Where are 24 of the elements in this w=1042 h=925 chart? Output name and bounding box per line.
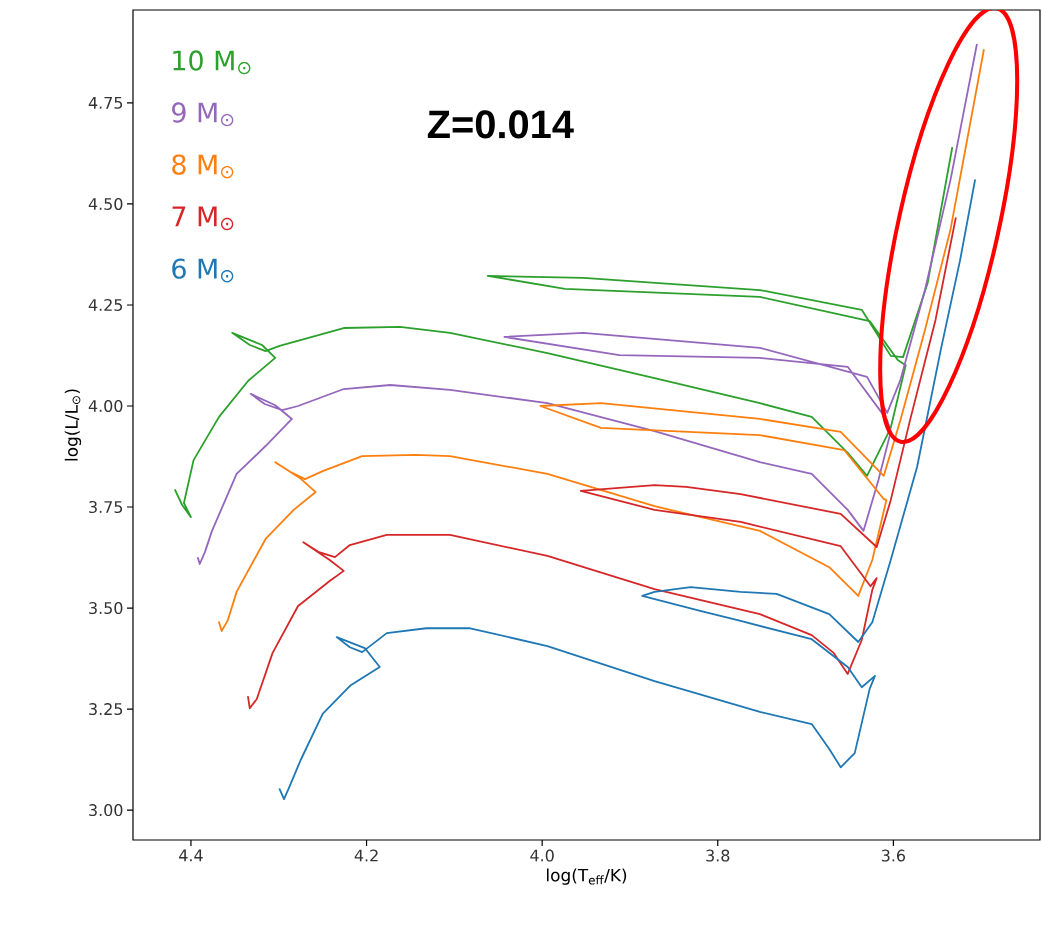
x-tick-label: 3.6 — [881, 849, 906, 862]
y-tick-label: 4.75 — [88, 97, 123, 109]
text: Z=0.014 — [427, 110, 574, 139]
text: 6 M$_{⊙}$ — [172, 258, 234, 283]
y-axis-title: log(L/L$_{⊙}$) — [64, 389, 82, 461]
line-series — [247, 217, 957, 710]
text: 7 M$_{⊙}$ — [172, 206, 234, 231]
y-tick-label: 3.00 — [89, 804, 123, 817]
x-tick-label: 3.8 — [706, 849, 730, 862]
text: 10 M$_{⊙}$ — [173, 50, 251, 75]
y-tick-label: 3.75 — [89, 501, 123, 514]
x-tick-label: 4.4 — [179, 849, 203, 862]
y-tick-label: 4.00 — [88, 399, 123, 413]
x-tick-label: 4.0 — [530, 849, 554, 862]
y-tick-label: 3.25 — [89, 703, 123, 716]
y-tick-label: 4.25 — [88, 298, 123, 311]
y-tick-label: 4.50 — [88, 197, 123, 210]
x-axis-title: log(T$_{eff}$/K) — [547, 868, 627, 885]
line-series — [278, 179, 976, 801]
x-tick-label: 4.2 — [354, 849, 378, 862]
y-tick-label: 3.50 — [89, 602, 123, 615]
text: 8 M$_{⊙}$ — [172, 154, 234, 179]
text: 9 M$_{⊙}$ — [172, 102, 234, 127]
line-series — [174, 146, 954, 519]
